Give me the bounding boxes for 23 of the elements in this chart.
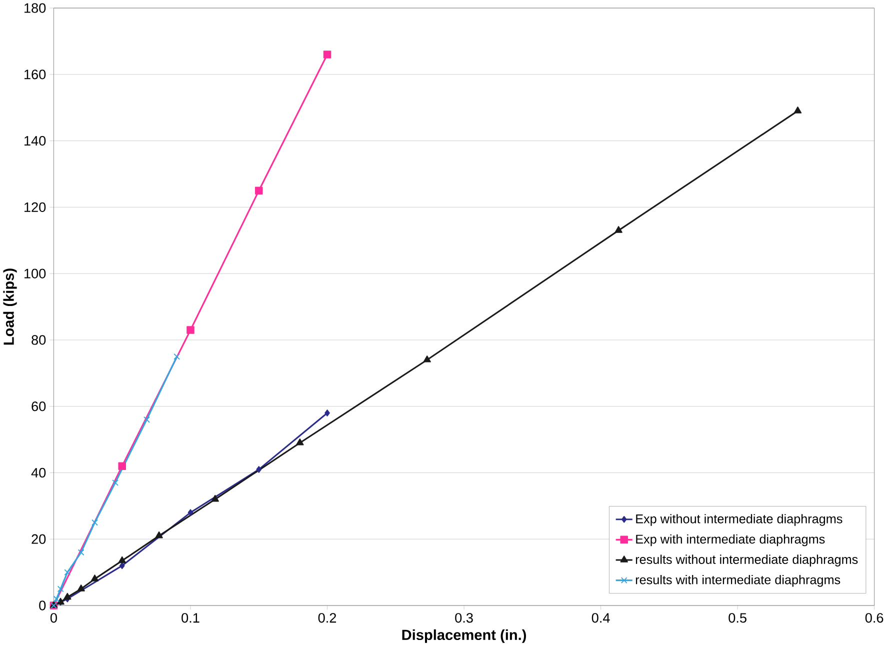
legend-label: Exp with intermediate diaphragms [636,534,825,546]
x-tick-label: 0 [50,612,57,623]
y-tick-label: 80 [32,335,46,345]
y-tick-label: 120 [24,202,46,212]
y-tick-label: 40 [31,468,46,478]
y-tick-label: 180 [24,3,46,13]
y-tick-label: 0 [39,600,46,610]
x-tick-label: 0.3 [455,612,473,623]
y-axis-title: Load (kips) [3,268,17,345]
x-tick-label: 0.2 [318,612,336,623]
x-tick-label: 0.4 [592,612,610,623]
x-axis-title: Displacement (in.) [402,629,526,643]
legend-label: Exp without intermediate diaphragms [636,514,842,526]
legend-label: results without intermediate diaphragms [636,554,858,566]
y-tick-label: 100 [24,268,46,278]
x-tick-label: 0.5 [728,612,746,623]
y-tick-label: 140 [24,136,46,146]
legend-label: results with intermediate diaphragms [636,574,840,587]
y-tick-label: 160 [24,70,46,80]
x-tick-label: 0.1 [182,612,200,623]
y-tick-label: 60 [32,401,46,412]
y-tick-label: 20 [32,534,46,544]
x-tick-label: 0.6 [865,612,884,623]
